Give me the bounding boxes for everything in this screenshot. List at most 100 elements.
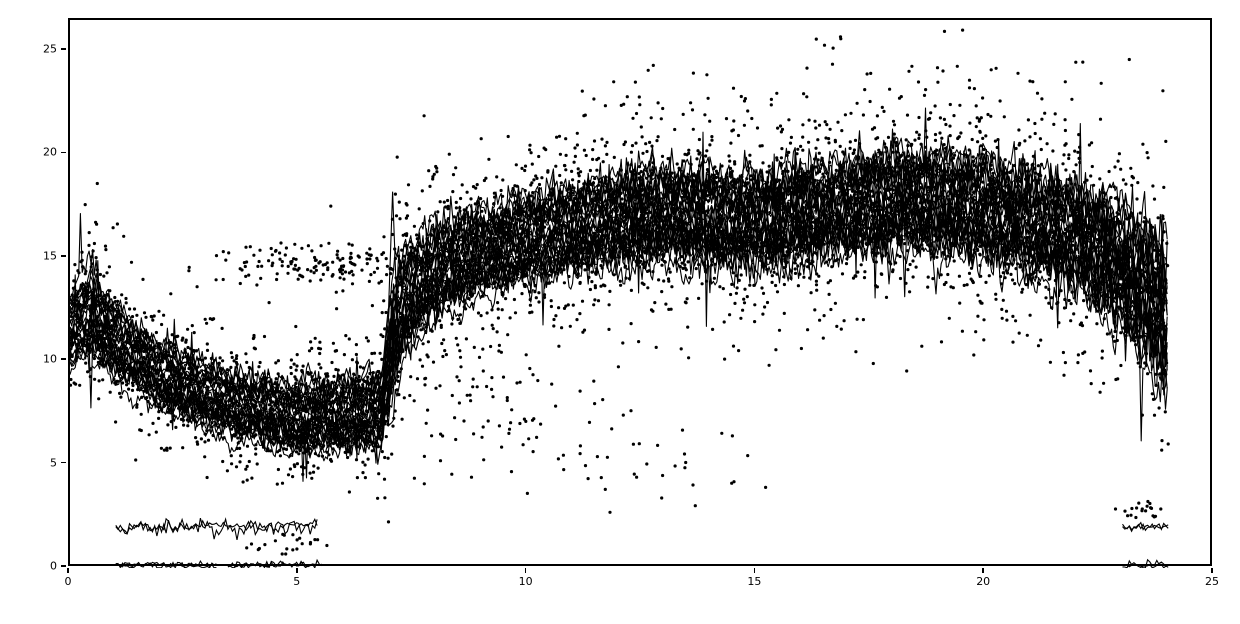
scatter-outlier [344, 270, 347, 273]
scatter-outlier [336, 253, 339, 256]
scatter-outlier [276, 272, 279, 275]
scatter-outlier [550, 383, 553, 386]
scatter-outlier [427, 355, 430, 358]
scatter-outlier [592, 380, 595, 383]
scatter-outlier [391, 268, 394, 271]
scatter-outlier [348, 271, 351, 274]
tick-mark [61, 462, 66, 464]
scatter-cloud [70, 29, 1170, 542]
scatter-outlier [478, 356, 481, 359]
scatter-outlier [215, 278, 218, 281]
scatter-outlier [244, 246, 247, 249]
scatter-outlier [683, 466, 686, 469]
scatter-outlier [522, 443, 525, 446]
scatter-outlier [368, 247, 371, 250]
scatter-outlier [252, 254, 255, 257]
scatter-outlier [369, 432, 372, 435]
scatter-outlier [319, 278, 322, 281]
scatter-outlier [274, 250, 277, 253]
scatter-outlier [528, 367, 531, 370]
scatter-outlier [694, 504, 697, 507]
scatter-outlier [315, 259, 318, 262]
scatter-outlier [587, 477, 590, 480]
scatter-outlier [188, 266, 191, 269]
scatter-outlier [267, 259, 270, 262]
scatter-outlier [366, 262, 369, 265]
x-tick-label: 25 [1205, 575, 1219, 588]
scatter-outlier [347, 242, 350, 245]
scatter-outlier [342, 278, 345, 281]
scatter-outlier [271, 253, 274, 256]
scatter-outlier [622, 414, 625, 417]
scatter-outlier [291, 548, 294, 551]
scatter-outlier [1137, 502, 1140, 505]
scatter-outlier [1153, 515, 1156, 518]
scatter-outlier [472, 432, 475, 435]
scatter-outlier [313, 271, 316, 274]
scatter-outlier [510, 470, 513, 473]
scatter-outlier [539, 423, 542, 426]
scatter-outlier [1159, 507, 1162, 510]
scatter-outlier [315, 269, 318, 272]
scatter-outlier [307, 244, 310, 247]
y-tick-label: 25 [43, 43, 57, 56]
scatter-outlier [439, 433, 442, 436]
scatter-outlier [352, 273, 355, 276]
scatter-outlier [350, 262, 353, 265]
scatter-outlier [557, 457, 560, 460]
scatter-outlier [260, 265, 263, 268]
scatter-outlier [376, 267, 379, 270]
scatter-outlier [385, 257, 388, 260]
scatter-outlier [287, 265, 290, 268]
scatter-outlier [376, 445, 379, 448]
scatter-outlier [368, 257, 371, 260]
scatter-outlier [292, 257, 295, 260]
scatter-outlier [536, 379, 539, 382]
scatter-outlier [250, 542, 253, 545]
scatter-outlier [341, 289, 344, 292]
scatter-outlier [274, 539, 277, 542]
scatter-outlier [413, 399, 416, 402]
scatter-outlier [462, 419, 465, 422]
scatter-outlier [247, 274, 250, 277]
scatter-outlier [502, 376, 505, 379]
scatter-outlier [215, 254, 218, 257]
scatter-outlier [331, 273, 334, 276]
scatter-outlier [256, 265, 259, 268]
scatter-outlier [506, 396, 509, 399]
scatter-outlier [320, 244, 323, 247]
y-tick-label: 15 [43, 249, 57, 262]
scatter-outlier [661, 474, 664, 477]
scatter-outlier [691, 483, 694, 486]
scatter-outlier [423, 482, 426, 485]
scatter-outlier [394, 409, 397, 412]
tick-mark [61, 152, 66, 154]
scatter-outlier [515, 381, 518, 384]
scatter-outlier [510, 408, 513, 411]
scatter-outlier [635, 476, 638, 479]
scatter-outlier [458, 401, 461, 404]
scatter-outlier [387, 372, 390, 375]
scatter-outlier [1114, 507, 1117, 510]
scatter-outlier [1149, 506, 1152, 509]
scatter-outlier [443, 349, 446, 352]
scatter-outlier [471, 385, 474, 388]
tick-mark [525, 568, 527, 573]
scatter-outlier [482, 458, 485, 461]
scatter-outlier [451, 394, 454, 397]
scatter-outlier [270, 247, 273, 250]
scatter-outlier [298, 267, 301, 270]
scatter-outlier [480, 436, 483, 439]
scatter-outlier [683, 452, 686, 455]
scatter-outlier [1129, 514, 1132, 517]
scatter-outlier [596, 455, 599, 458]
scatter-outlier [353, 263, 356, 266]
scatter-outlier [317, 261, 320, 264]
scatter-outlier [366, 410, 369, 413]
scatter-outlier [281, 260, 284, 263]
scatter-outlier [259, 277, 262, 280]
scatter-outlier [438, 384, 441, 387]
scatter-outlier [500, 446, 503, 449]
scatter-outlier [365, 257, 368, 260]
scatter-outlier [476, 385, 479, 388]
